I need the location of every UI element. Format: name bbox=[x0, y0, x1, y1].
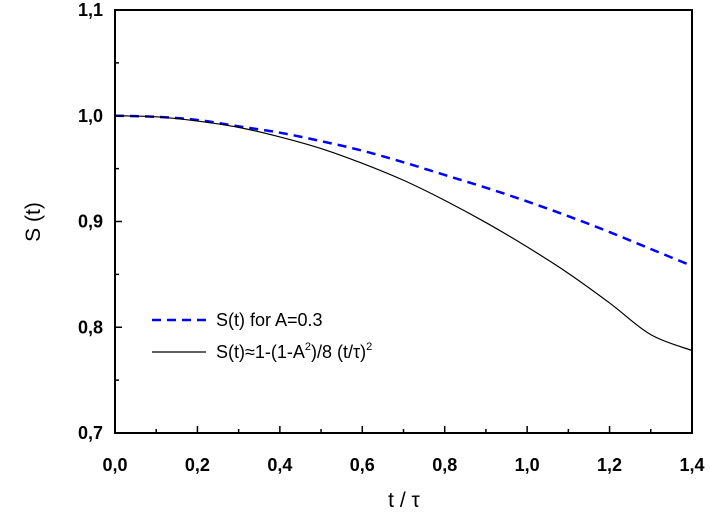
series-line-1 bbox=[114, 115, 693, 352]
x-tick-label: 1,2 bbox=[597, 455, 622, 475]
x-axis: 0,0 0,2 0,4 0,6 0,8 1,0 1,2 1,4 bbox=[102, 426, 705, 475]
legend-label-0: S(t) for A=0.3 bbox=[216, 310, 323, 330]
x-tick-label: 0,0 bbox=[102, 455, 127, 475]
legend-text-part: S(t)≈1-(1-A bbox=[216, 342, 305, 362]
y-tick-label: 1,1 bbox=[78, 0, 103, 20]
x-tick-label: 0,6 bbox=[350, 455, 375, 475]
x-axis-title: t / τ bbox=[388, 489, 420, 512]
legend-text-part: S(t) for A=0.3 bbox=[216, 310, 323, 330]
x-tick-label: 0,2 bbox=[185, 455, 210, 475]
plot-frame bbox=[114, 9, 693, 434]
x-tick-label: 1,4 bbox=[679, 455, 704, 475]
legend: S(t) for A=0.3S(t)≈1-(1-A2)/8 (t/τ)2 bbox=[152, 310, 372, 362]
y-axis: 0,7 0,8 0,9 1,0 1,1 bbox=[78, 0, 122, 443]
y-tick-label: 0,7 bbox=[78, 423, 103, 443]
legend-text-part: 2 bbox=[366, 341, 372, 353]
y-axis-title: S (t) bbox=[22, 202, 45, 242]
series-line-0 bbox=[114, 114, 693, 268]
y-tick-label: 1,0 bbox=[78, 106, 103, 126]
x-tick-label: 0,4 bbox=[267, 455, 292, 475]
legend-text-part: )/8 (t/τ) bbox=[311, 342, 366, 362]
y-tick-label: 0,8 bbox=[78, 317, 103, 337]
series-layer bbox=[114, 114, 693, 352]
x-tick-label: 0,8 bbox=[432, 455, 457, 475]
plot-area bbox=[114, 9, 693, 434]
legend-text-part: 2 bbox=[305, 341, 311, 353]
y-tick-label: 0,9 bbox=[78, 212, 103, 232]
x-tick-label: 1,0 bbox=[515, 455, 540, 475]
legend-label-1: S(t)≈1-(1-A2)/8 (t/τ)2 bbox=[216, 341, 372, 362]
